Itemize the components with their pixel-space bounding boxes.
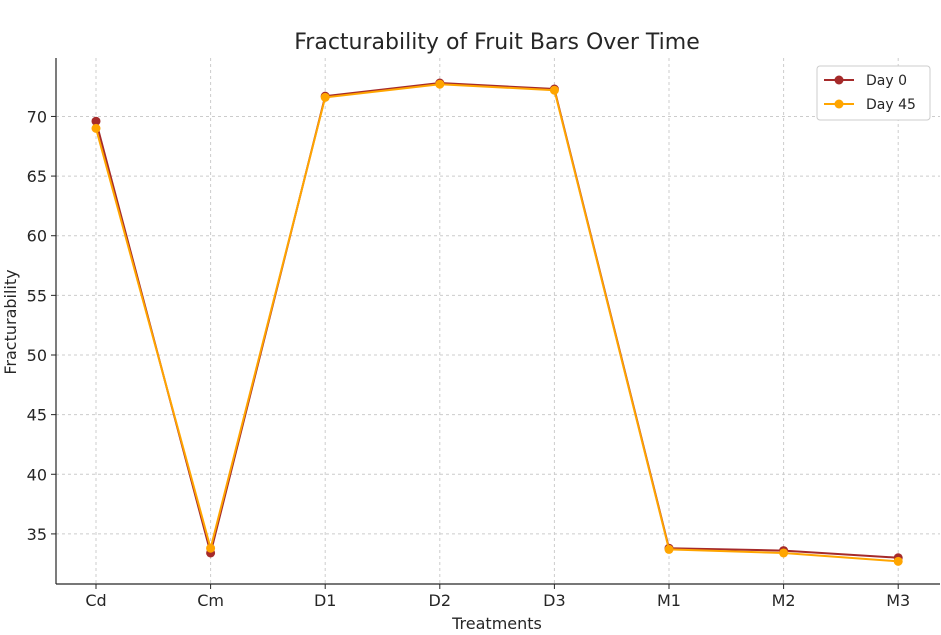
- y-axis-label: Fracturability: [1, 269, 20, 374]
- x-tick-label: Cm: [197, 591, 224, 610]
- series-line-day0: [95, 82, 899, 559]
- data-point: [549, 85, 559, 95]
- x-tick-label: M2: [772, 591, 796, 610]
- data-point: [320, 92, 330, 102]
- x-tick-label: D2: [429, 591, 452, 610]
- legend-label-day45: Day 45: [866, 97, 916, 113]
- data-point: [435, 79, 445, 89]
- axes: [55, 58, 940, 585]
- data-point: [779, 548, 789, 558]
- series-line-day45: [95, 83, 899, 563]
- y-tick-label: 40: [27, 465, 47, 484]
- x-tick-label: M1: [657, 591, 681, 610]
- y-tick-label: 35: [27, 525, 47, 544]
- y-tick-label: 45: [27, 406, 47, 425]
- y-tick-label: 65: [27, 167, 47, 186]
- chart-title: Fracturability of Fruit Bars Over Time: [294, 30, 700, 55]
- y-tick-label: 70: [27, 107, 47, 126]
- data-point: [206, 543, 216, 553]
- legend-marker-day0: [834, 75, 844, 85]
- x-tick-label: Cd: [85, 591, 106, 610]
- grid: [56, 58, 940, 584]
- series-lines: [91, 78, 903, 566]
- x-axis-label: Treatments: [451, 614, 542, 631]
- data-point: [664, 544, 674, 554]
- y-tick-labels: 35 40 45 50 55 60 65 70: [27, 107, 56, 544]
- data-point: [91, 123, 101, 133]
- legend: Day 0 Day 45: [816, 65, 931, 121]
- x-tick-labels: Cd Cm D1 D2 D3 M1 M2 M3: [85, 584, 910, 610]
- y-tick-label: 60: [27, 227, 47, 246]
- y-tick-label: 50: [27, 346, 47, 365]
- x-tick-label: D3: [543, 591, 566, 610]
- data-point: [893, 556, 903, 566]
- x-tick-label: M3: [886, 591, 910, 610]
- legend-label-day0: Day 0: [866, 73, 907, 89]
- data-point: [91, 116, 101, 126]
- y-tick-label: 55: [27, 286, 47, 305]
- x-tick-label: D1: [314, 591, 337, 610]
- legend-marker-day45: [834, 99, 844, 109]
